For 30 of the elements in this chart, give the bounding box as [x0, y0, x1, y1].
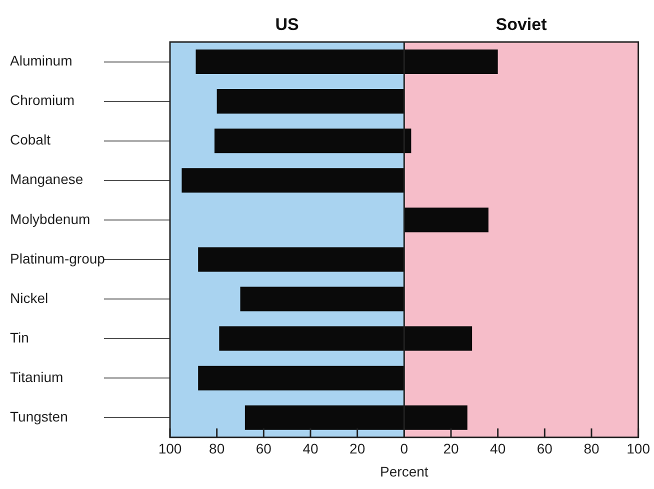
bar	[404, 208, 488, 232]
y-tick-label: Tungsten	[10, 408, 68, 424]
x-tick-label: 80	[209, 440, 225, 457]
y-tick-label: Aluminum	[10, 52, 72, 69]
bar	[216, 89, 404, 114]
x-tick-label: 100	[626, 440, 650, 457]
bar	[240, 286, 404, 312]
x-tick-label: 60	[536, 440, 553, 457]
x-tick-label: 80	[584, 440, 600, 457]
band-label: Soviet	[496, 15, 548, 34]
bar	[198, 366, 404, 390]
y-tick-label: Molybdenum	[10, 210, 90, 227]
x-tick-label: 20	[350, 440, 366, 457]
x-tick-label: 20	[443, 440, 459, 457]
x-tick-label: 100	[158, 440, 182, 457]
x-tick-label: 60	[256, 440, 272, 457]
x-tick-label: 40	[302, 440, 318, 457]
x-tick-label: 40	[490, 440, 506, 457]
x-axis-title: Percent	[380, 463, 428, 480]
y-tick-label: Tin	[10, 329, 29, 346]
band-label: US	[275, 15, 299, 34]
y-tick-label: Chromium	[10, 92, 75, 108]
y-tick-label: Nickel	[10, 290, 48, 306]
bar	[198, 247, 404, 272]
bar	[182, 168, 404, 193]
y-tick-label: Titanium	[10, 368, 64, 385]
y-tick-label: Manganese	[10, 171, 84, 188]
y-tick-label: Platinum-group	[10, 250, 106, 266]
y-tick-label: Cobalt	[10, 132, 51, 148]
x-tick-label: 0	[400, 440, 408, 457]
